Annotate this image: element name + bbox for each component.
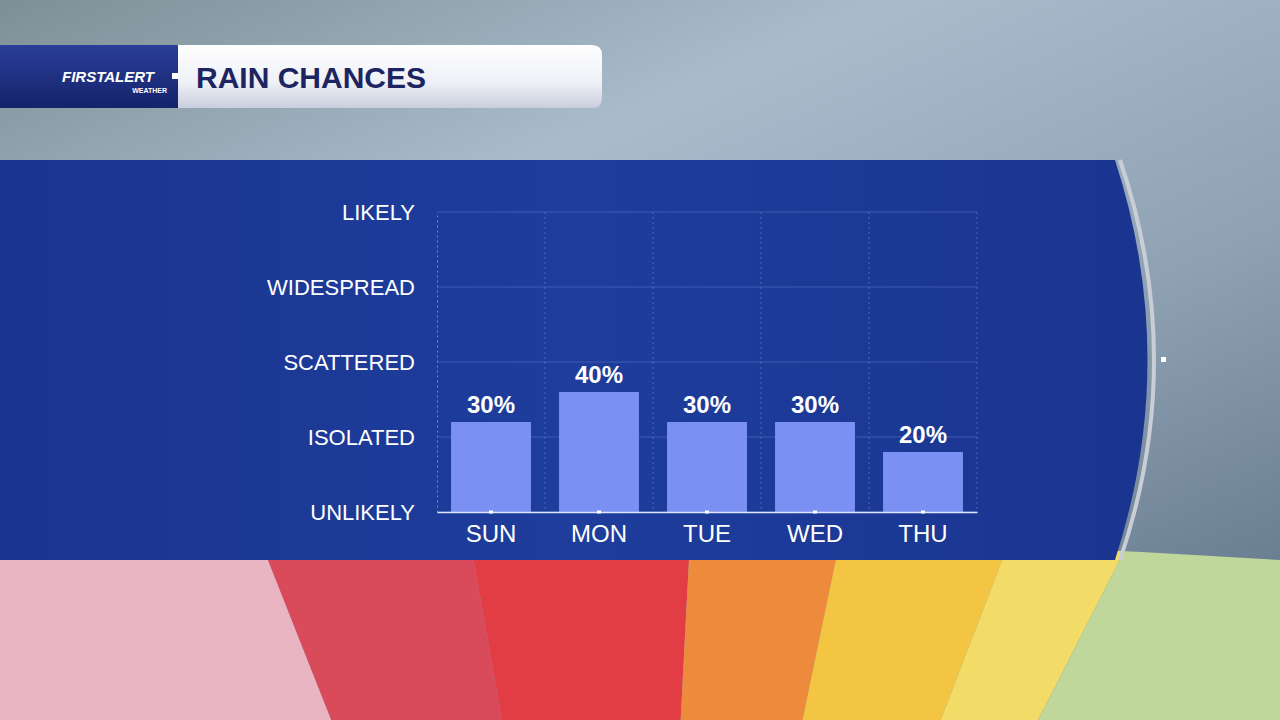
x-tick-mark: [921, 511, 925, 514]
panel-edge: [1120, 160, 1154, 560]
x-tick-label: WED: [787, 520, 843, 547]
bar: [559, 392, 639, 512]
logo-subtext: WEATHER: [132, 87, 167, 94]
y-tick-label: SCATTERED: [283, 350, 415, 375]
category-divider: [545, 212, 546, 512]
y-tick-label: ISOLATED: [308, 425, 415, 450]
umbrella: [0, 0, 1280, 720]
x-tick-mark: [597, 511, 601, 514]
logo-box: [0, 45, 178, 108]
y-tick-label: UNLIKELY: [310, 500, 415, 525]
umbrella-panel: [470, 540, 690, 720]
x-tick: TUE: [683, 511, 731, 548]
data-labels: 30% 40% 30% 30% 20%: [467, 361, 947, 448]
grid: [437, 212, 977, 512]
y-tick-label: WIDESPREAD: [267, 275, 415, 300]
y-tick-label: LIKELY: [342, 200, 415, 225]
bars: [451, 392, 963, 512]
y-axis-line: [437, 213, 438, 513]
grid-line: [437, 362, 977, 363]
y-tick: UNLIKELY: [310, 500, 437, 525]
panel: [0, 160, 1148, 560]
y-tick: WIDESPREAD: [267, 275, 437, 300]
data-label: 20%: [899, 421, 947, 448]
x-tick-label: THU: [898, 520, 947, 547]
title-banner: [0, 45, 602, 108]
category-divider: [977, 212, 978, 512]
x-tick-label: TUE: [683, 520, 731, 547]
x-tick: MON: [571, 511, 627, 548]
bar: [451, 422, 531, 512]
bar: [775, 422, 855, 512]
logo-dot: [172, 73, 178, 79]
category-divider: [869, 212, 870, 512]
grid-line: [437, 212, 977, 213]
y-tick: LIKELY: [342, 200, 437, 225]
x-tick: SUN: [466, 511, 517, 548]
panel-dot: [1161, 357, 1166, 362]
data-label: 40%: [575, 361, 623, 388]
bar: [667, 422, 747, 512]
grid-line: [437, 287, 977, 288]
x-axis: SUN MON TUE WED THU: [438, 511, 978, 548]
x-tick-mark: [489, 511, 493, 514]
x-tick: WED: [787, 511, 843, 548]
y-tick: ISOLATED: [308, 425, 437, 450]
logo-text: FIRSTALERT: [62, 68, 156, 85]
category-divider: [653, 212, 654, 512]
data-label: 30%: [791, 391, 839, 418]
x-tick-mark: [813, 511, 817, 514]
bar: [883, 452, 963, 512]
x-tick-label: MON: [571, 520, 627, 547]
x-tick-mark: [705, 511, 709, 514]
y-axis: UNLIKELY ISOLATED SCATTERED WIDESPREAD LIKEL…: [267, 200, 437, 525]
title: RAIN CHANCES: [196, 61, 426, 94]
data-label: 30%: [683, 391, 731, 418]
chart: FIRSTALERT WEATHER RAIN CHANCES UNLIKELY ISO…: [0, 0, 1280, 720]
x-tick: THU: [898, 511, 947, 548]
umbrella-panel: [640, 540, 1280, 720]
x-tick-label: SUN: [466, 520, 517, 547]
data-label: 30%: [467, 391, 515, 418]
y-tick: SCATTERED: [283, 350, 437, 375]
category-divider: [761, 212, 762, 512]
umbrella-mask: [0, 0, 1280, 560]
